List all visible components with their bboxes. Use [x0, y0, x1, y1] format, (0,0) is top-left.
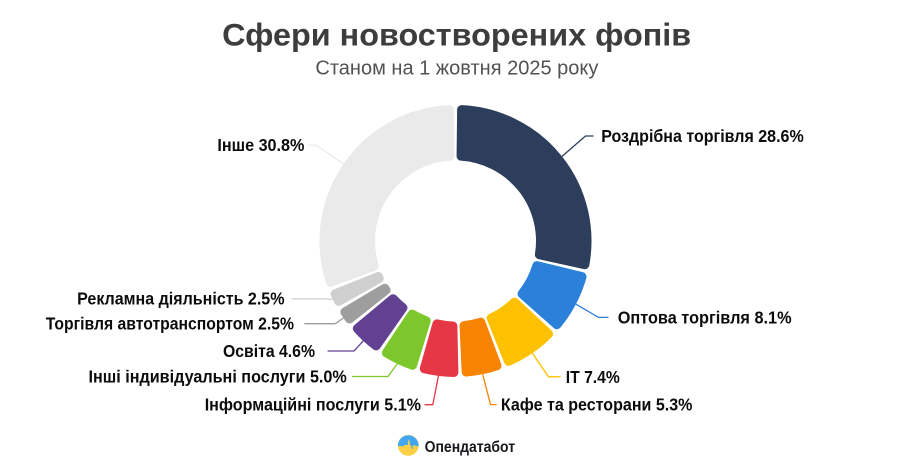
svg-text:IT 7.4%: IT 7.4%: [566, 367, 620, 387]
svg-text:Роздрібна торгівля 28.6%: Роздрібна торгівля 28.6%: [601, 126, 804, 146]
svg-text:Інше 30.8%: Інше 30.8%: [217, 135, 304, 155]
svg-text:Станом на 1 жовтня 2025 року: Станом на 1 жовтня 2025 року: [315, 58, 598, 80]
svg-text:Інформаційні послуги 5.1%: Інформаційні послуги 5.1%: [205, 395, 422, 415]
svg-text:Торгівля автотранспортом 2.5%: Торгівля автотранспортом 2.5%: [46, 314, 294, 334]
svg-text:Рекламна діяльність 2.5%: Рекламна діяльність 2.5%: [77, 288, 285, 308]
svg-text:Оптова торгівля 8.1%: Оптова торгівля 8.1%: [618, 307, 792, 327]
svg-text:Опендатабот: Опендатабот: [425, 439, 516, 456]
svg-text:Інші індивідуальні послуги 5.0: Інші індивідуальні послуги 5.0%: [89, 367, 348, 387]
svg-text:Кафе та ресторани 5.3%: Кафе та ресторани 5.3%: [501, 395, 693, 415]
svg-text:Сфери новостворених фопів: Сфери новостворених фопів: [222, 18, 691, 53]
svg-text:Освіта 4.6%: Освіта 4.6%: [223, 341, 315, 361]
